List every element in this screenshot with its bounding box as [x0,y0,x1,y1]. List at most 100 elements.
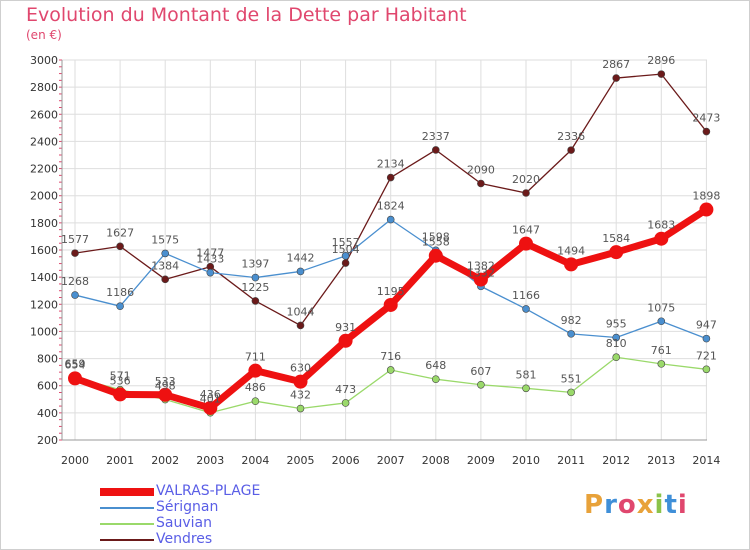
data-point-vendres [702,127,711,136]
data-point-vendres [477,179,485,188]
legend-swatch [100,523,154,525]
x-tick-label: 2013 [647,454,675,467]
data-point-s-rignan [161,249,169,258]
data-point-sauvian [296,404,305,413]
data-label-sauvian: 810 [606,337,627,350]
data-label-sauvian: 571 [110,370,131,383]
data-point-s-rignan [251,273,260,282]
data-label-valras-plage: 1382 [467,260,495,273]
data-label-valras-plage: 711 [245,351,266,364]
logo-letter: r [604,490,618,520]
x-tick-label: 2011 [557,454,585,467]
data-point-vendres [522,189,530,197]
data-point-vendres [386,173,395,182]
data-point-vendres [431,146,440,154]
data-label-s-rignan: 1442 [287,251,315,264]
data-point-valras-plage [338,333,353,348]
data-label-sauvian: 721 [696,349,717,362]
data-point-s-rignan [296,267,305,276]
data-point-sauvian [657,360,666,368]
x-tick-label: 2004 [241,454,269,467]
logo-letter: t [664,490,678,520]
x-tick-label: 2003 [196,454,224,467]
data-point-s-rignan [341,252,350,260]
data-point-vendres [612,74,621,82]
data-point-vendres [657,70,666,78]
data-point-s-rignan [657,317,666,326]
data-label-valras-plage: 1584 [602,232,630,245]
data-label-s-rignan: 1268 [61,275,89,288]
data-label-sauvian: 761 [651,344,672,357]
data-label-vendres: 1044 [287,305,315,318]
data-label-s-rignan: 1332 [467,266,495,279]
data-label-valras-plage: 1494 [557,244,585,257]
data-point-sauvian [612,353,621,362]
legend-swatch [100,488,154,496]
legend-label: Sérignan [156,499,219,515]
data-label-sauvian: 432 [290,389,311,402]
data-point-s-rignan [522,305,530,313]
data-point-s-rignan [71,291,79,299]
data-point-valras-plage [158,387,173,402]
data-point-valras-plage [203,400,218,415]
proxiti-logo: Proxiti [584,490,688,520]
x-tick-label: 2005 [287,454,315,467]
data-label-sauvian: 551 [561,372,582,385]
data-point-s-rignan [702,334,711,343]
data-label-s-rignan: 982 [561,314,582,327]
legend-label: Vendres [156,531,213,547]
data-label-sauvian: 581 [516,368,537,381]
data-label-valras-plage: 1683 [647,219,675,232]
y-tick-label: 200 [37,434,58,447]
data-point-valras-plage [699,202,714,217]
data-label-vendres: 2020 [512,173,540,186]
data-label-vendres: 1384 [151,259,179,272]
data-label-valras-plage: 630 [290,362,311,375]
data-label-vendres: 1225 [241,281,269,294]
legend-swatch [100,539,154,541]
data-point-s-rignan [612,333,621,342]
chart-title: Evolution du Montant de la Dette par Hab… [26,4,467,26]
y-tick-label: 2800 [30,81,58,94]
data-point-vendres [71,249,79,257]
data-label-sauvian: 659 [65,358,86,371]
x-tick-label: 2002 [151,454,179,467]
data-label-valras-plage: 436 [200,388,221,401]
y-tick-label: 1800 [30,217,58,230]
logo-letter: x [636,490,655,520]
data-label-s-rignan: 1575 [151,233,179,246]
data-label-sauvian: 648 [425,359,446,372]
data-point-vendres [116,242,124,251]
y-tick-label: 1600 [30,244,58,257]
data-label-vendres: 2337 [422,130,450,143]
legend-label: VALRAS-PLAGE [156,483,261,499]
data-point-sauvian [567,388,575,397]
data-label-s-rignan: 1397 [241,258,269,271]
data-label-sauvian: 486 [245,381,266,394]
data-point-valras-plage [248,363,263,378]
data-label-sauvian: 473 [335,383,356,396]
data-point-vendres [161,275,169,284]
data-point-valras-plage [519,236,533,251]
data-label-sauvian: 498 [155,380,176,393]
y-tick-label: 1000 [30,325,58,338]
y-tick-label: 2600 [30,108,58,121]
data-point-s-rignan [116,302,124,310]
logo-letter: o [617,490,637,520]
data-label-vendres: 1577 [61,233,89,246]
y-tick-label: 400 [37,407,58,420]
unit-label: (en €) [26,28,62,42]
data-label-vendres: 2896 [647,54,675,67]
data-point-sauvian [386,366,395,374]
x-tick-label: 2010 [512,454,540,467]
data-label-valras-plage: 533 [155,375,176,388]
data-point-valras-plage [383,297,398,312]
data-label-vendres: 2134 [377,158,405,171]
data-label-vendres: 2090 [467,164,495,177]
data-point-s-rignan [206,268,215,277]
data-label-vendres: 1504 [332,243,360,256]
data-label-valras-plage: 1647 [512,224,540,237]
data-point-vendres [567,146,575,154]
data-point-sauvian [702,365,711,374]
y-tick-label: 2200 [30,163,58,176]
